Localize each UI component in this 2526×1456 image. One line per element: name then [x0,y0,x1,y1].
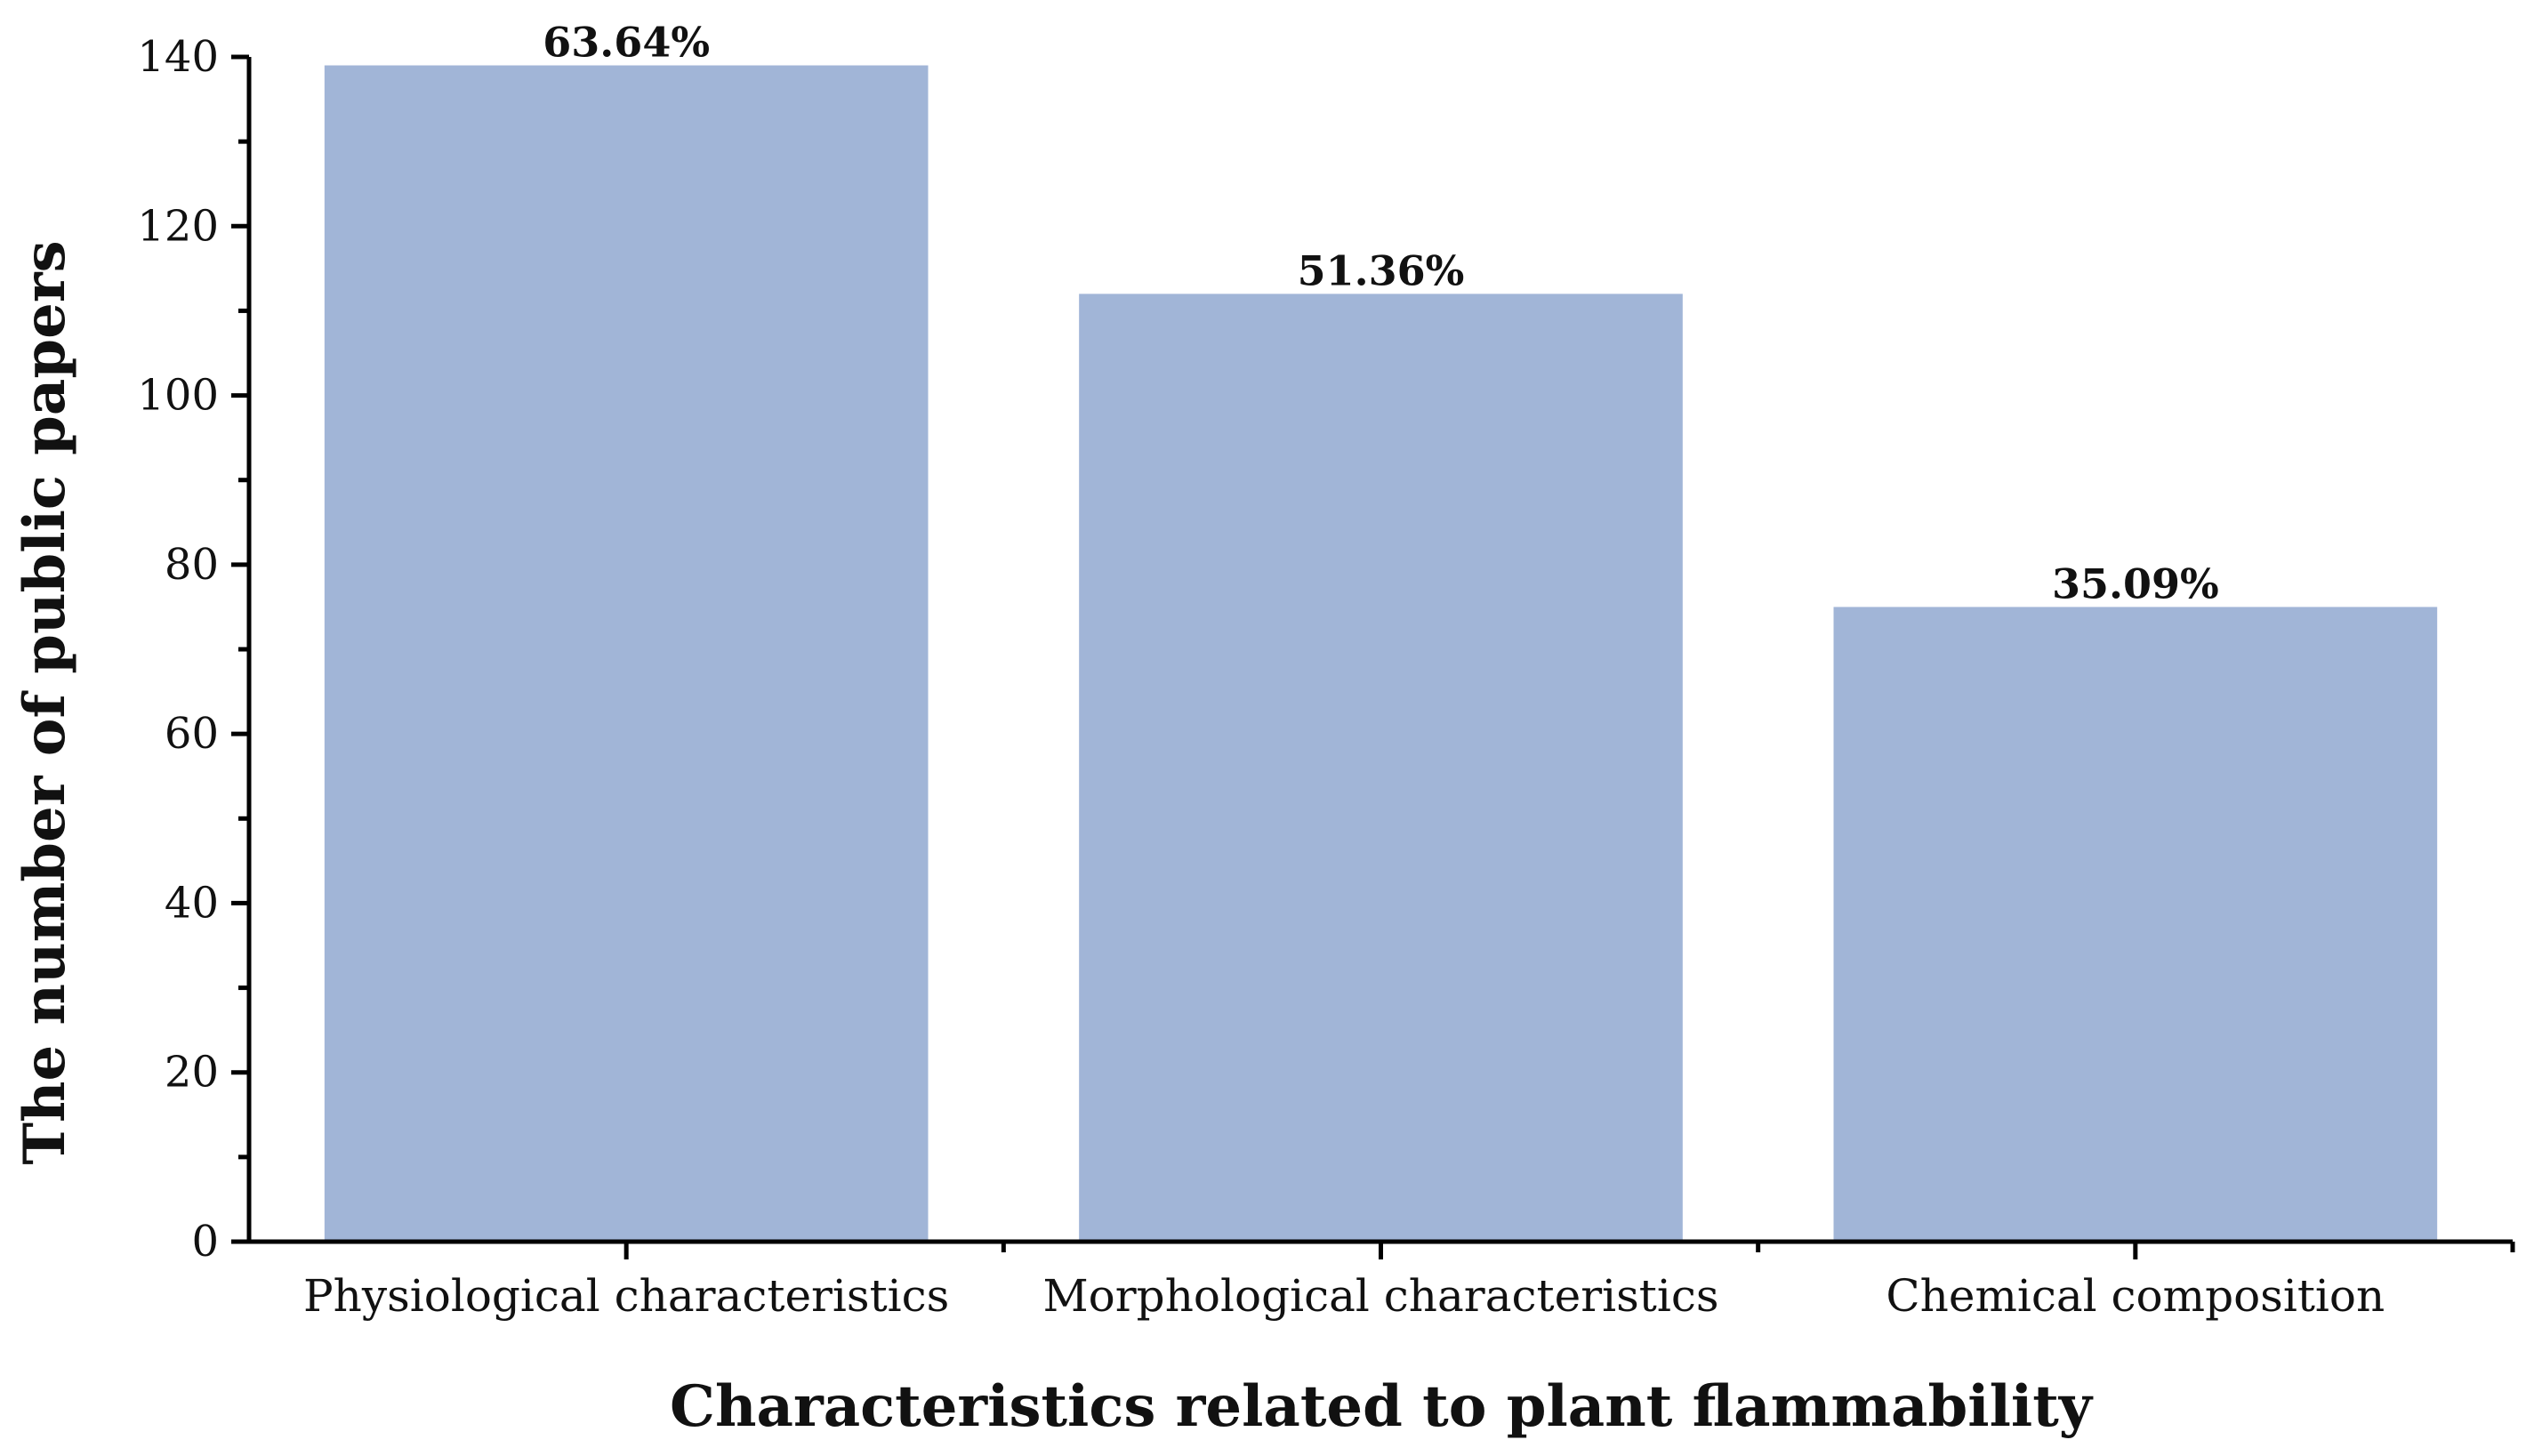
x-ticks: Physiological characteristics Morphologic… [303,1242,2515,1322]
bar-label-1: 63.64% [543,19,710,67]
x-tick-label-1: Physiological characteristics [303,1270,949,1322]
y-tick-label-40: 40 [165,878,219,928]
bar-label-2: 51.36% [1298,246,1465,294]
y-tick-label-100: 100 [137,371,219,421]
y-tick-label-0: 0 [191,1217,219,1267]
bars-layer [324,65,2438,1242]
bar-2 [1079,294,1683,1242]
bar-label-3: 35.09% [2052,559,2219,607]
y-tick-label-120: 120 [137,201,219,251]
bar-3 [1833,607,2438,1242]
x-tick-label-3: Chemical composition [1886,1270,2385,1322]
y-ticks: 0 20 40 60 80 100 120 140 [137,32,249,1267]
bar-1 [324,65,929,1242]
bar-data-labels: 63.64% 51.36% 35.09% [543,19,2218,608]
y-axis-title: The number of public papers [12,240,78,1164]
y-tick-label-60: 60 [165,709,219,759]
y-tick-label-20: 20 [165,1048,219,1098]
x-tick-label-2: Morphological characteristics [1042,1270,1718,1322]
y-tick-label-80: 80 [165,540,219,590]
x-axis-title: Characteristics related to plant flammab… [670,1373,2094,1440]
y-tick-label-140: 140 [137,32,219,82]
